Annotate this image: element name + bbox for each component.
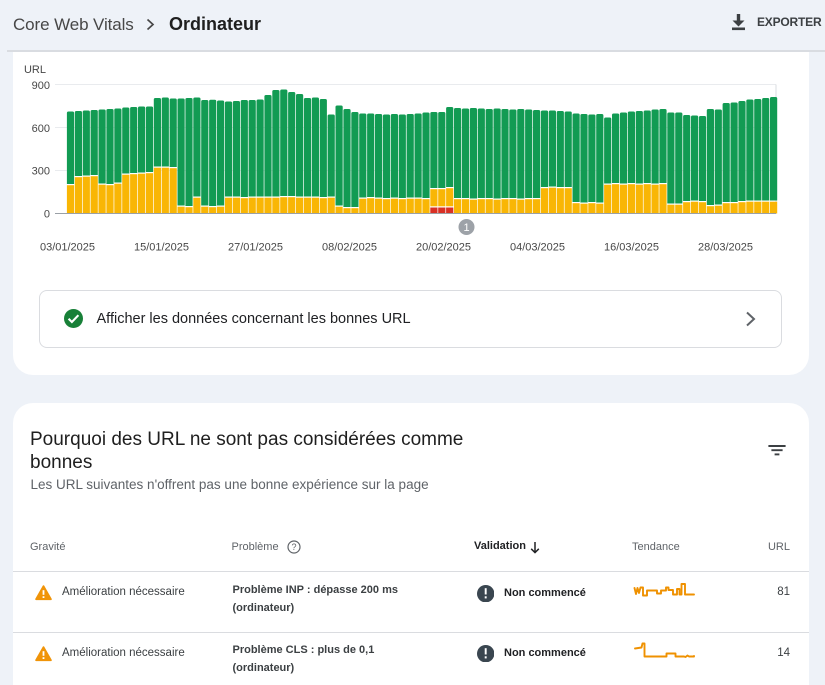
- svg-text:?: ?: [291, 542, 296, 552]
- svg-text:900: 900: [32, 80, 50, 92]
- svg-text:27/01/2025: 27/01/2025: [228, 242, 283, 254]
- svg-text:URL: URL: [24, 64, 46, 76]
- svg-text:1: 1: [463, 222, 469, 234]
- svg-text:600: 600: [32, 123, 50, 135]
- svg-text:16/03/2025: 16/03/2025: [604, 242, 659, 254]
- svg-text:0: 0: [44, 209, 50, 221]
- svg-text:08/02/2025: 08/02/2025: [322, 242, 377, 254]
- svg-text:20/02/2025: 20/02/2025: [416, 242, 471, 254]
- svg-text:300: 300: [32, 166, 50, 178]
- svg-text:04/03/2025: 04/03/2025: [510, 242, 565, 254]
- svg-text:28/03/2025: 28/03/2025: [698, 242, 753, 254]
- svg-text:15/01/2025: 15/01/2025: [134, 242, 189, 254]
- svg-text:03/01/2025: 03/01/2025: [40, 242, 95, 254]
